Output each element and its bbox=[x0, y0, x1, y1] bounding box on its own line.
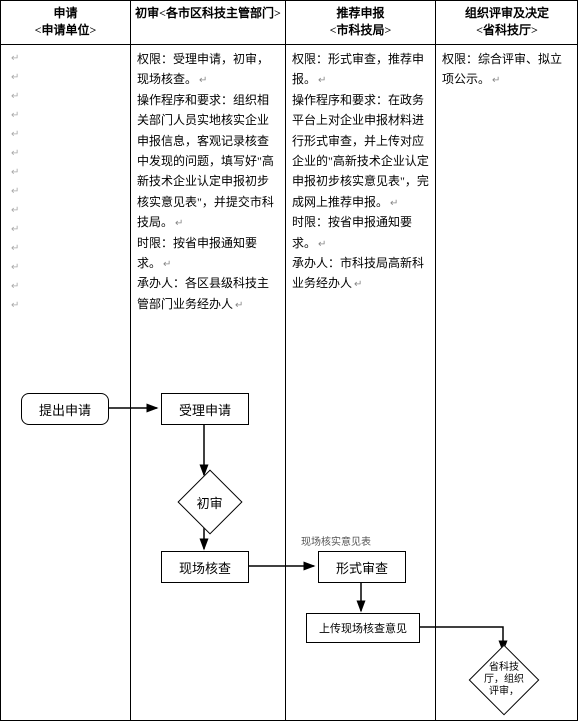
lane-body-2: 权限：形式审查，推荐申报。↵操作程序和要求：在政务平台上对企业申报材料进行形式审… bbox=[286, 45, 435, 298]
lane-3: 组织评审及决定<省科技厅>权限：综合评审、拟立项公示。↵ bbox=[436, 1, 578, 720]
node-upload: 上传现场核查意见 bbox=[306, 613, 420, 643]
lane-head-3: 组织评审及决定<省科技厅> bbox=[436, 1, 578, 45]
edge-label: 现场核实意见表 bbox=[301, 533, 371, 548]
node-onsite: 现场核查 bbox=[161, 551, 249, 583]
swimlane-page: 申请<申请单位>↵↵↵↵↵↵↵↵↵↵↵↵↵↵初审<各市区科技主管部门>权限：受理… bbox=[0, 0, 578, 721]
lane-head-1: 初审<各市区科技主管部门> bbox=[131, 1, 285, 45]
lane-body-1: 权限：受理申请，初审，现场核查。↵操作程序和要求：组织相关部门人员实地核实企业申… bbox=[131, 45, 285, 318]
node-accept: 受理申请 bbox=[161, 393, 249, 425]
lane-head-0: 申请<申请单位> bbox=[1, 1, 130, 45]
lane-0: 申请<申请单位>↵↵↵↵↵↵↵↵↵↵↵↵↵↵ bbox=[1, 1, 131, 720]
lane-body-0: ↵↵↵↵↵↵↵↵↵↵↵↵↵↵ bbox=[1, 45, 130, 319]
node-formal: 形式审查 bbox=[318, 551, 406, 583]
lane-head-2: 推荐申报<市科技局> bbox=[286, 1, 435, 45]
node-apply: 提出申请 bbox=[21, 393, 109, 425]
lane-body-3: 权限：综合评审、拟立项公示。↵ bbox=[436, 45, 578, 94]
lane-1: 初审<各市区科技主管部门>权限：受理申请，初审，现场核查。↵操作程序和要求：组织… bbox=[131, 1, 286, 720]
